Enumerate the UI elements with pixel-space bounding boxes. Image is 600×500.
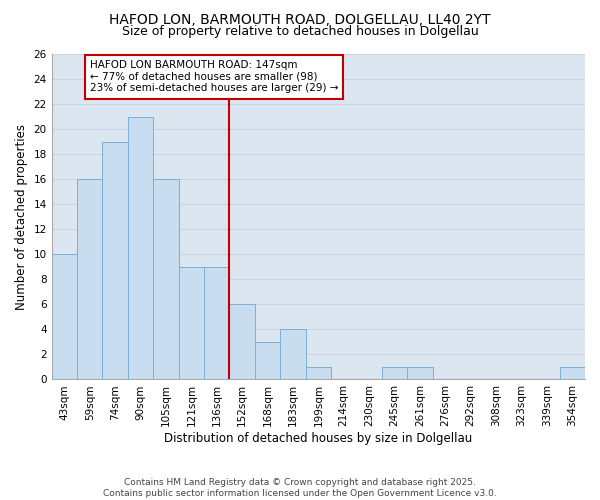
Text: Contains HM Land Registry data © Crown copyright and database right 2025.
Contai: Contains HM Land Registry data © Crown c…	[103, 478, 497, 498]
Bar	[382, 367, 407, 380]
Bar	[153, 179, 179, 380]
Bar	[560, 367, 585, 380]
Bar	[204, 267, 229, 380]
Bar	[179, 267, 204, 380]
Text: HAFOD LON, BARMOUTH ROAD, DOLGELLAU, LL40 2YT: HAFOD LON, BARMOUTH ROAD, DOLGELLAU, LL4…	[109, 12, 491, 26]
Bar	[255, 342, 280, 380]
Bar	[128, 116, 153, 380]
Bar	[77, 179, 103, 380]
Text: HAFOD LON BARMOUTH ROAD: 147sqm
← 77% of detached houses are smaller (98)
23% of: HAFOD LON BARMOUTH ROAD: 147sqm ← 77% of…	[90, 60, 338, 94]
Bar	[280, 330, 305, 380]
X-axis label: Distribution of detached houses by size in Dolgellau: Distribution of detached houses by size …	[164, 432, 472, 445]
Bar	[103, 142, 128, 380]
Bar	[305, 367, 331, 380]
Bar	[229, 304, 255, 380]
Text: Size of property relative to detached houses in Dolgellau: Size of property relative to detached ho…	[122, 25, 478, 38]
Y-axis label: Number of detached properties: Number of detached properties	[15, 124, 28, 310]
Bar	[407, 367, 433, 380]
Bar	[52, 254, 77, 380]
